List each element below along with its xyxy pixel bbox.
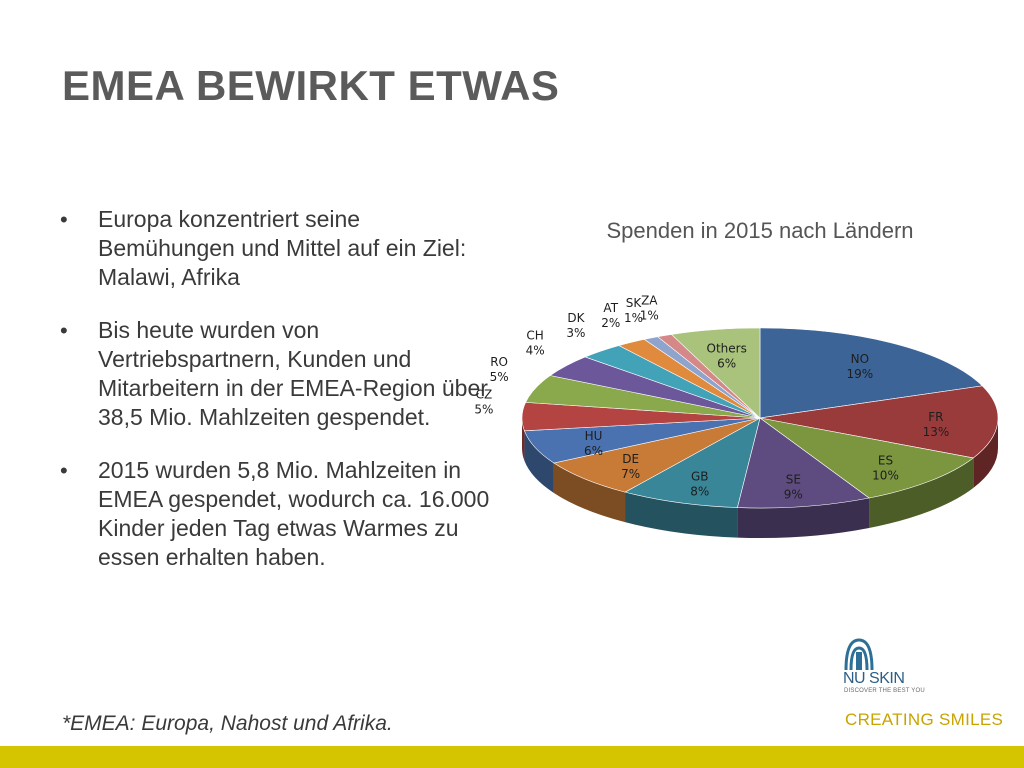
pie-label-de: DE 7%: [621, 452, 640, 481]
slide-title: EMEA BEWIRKT ETWAS: [62, 62, 560, 109]
pie-side-de: [553, 463, 626, 523]
pie-side-cz: [522, 418, 525, 461]
pie-slice-no: [759, 327, 983, 419]
chart-title: Spenden in 2015 nach Ländern: [606, 218, 914, 243]
bullet-text: Europa konzentriert seine Bemühungen und…: [98, 206, 467, 290]
bullet-text: Bis heute wurden von Vertriebspartnern, …: [98, 317, 488, 430]
pie-side-fr: [973, 418, 998, 488]
pie-label-no: NO 19%: [847, 352, 874, 381]
pie-label-others: Others 6%: [707, 342, 747, 371]
pie-side-es: [869, 457, 974, 528]
bullet-item: • 2015 wurden 5,8 Mio. Mahlzeiten in EME…: [60, 456, 500, 572]
pie-slice-fr: [759, 385, 999, 459]
pie-label-dk: DK 3%: [566, 311, 585, 340]
pie-label-gb: GB 8%: [690, 470, 709, 499]
pie-slice-se: [736, 417, 870, 509]
logo-name: NU SKIN: [843, 670, 905, 687]
pie-label-za: ZA 1%: [640, 293, 659, 322]
footnote: *EMEA: Europa, Nahost und Afrika.: [62, 712, 393, 735]
pie-label-ch: CH 4%: [526, 328, 545, 357]
pie-label-es: ES 10%: [872, 454, 899, 483]
pie-labels: NO 19% FR 13% ES 10% SE 9% GB 8% DE 7% HU 6% CZ 5% RO 5% C…: [474, 293, 949, 501]
bullet-item: • Bis heute wurden von Vertriebspartnern…: [60, 316, 500, 432]
bullet-item: • Europa konzentriert seine Bemühungen u…: [60, 205, 500, 292]
bottom-accent-bar: [0, 746, 1024, 768]
pie-label-cz: CZ 5%: [474, 387, 493, 416]
pie-slice-de: [553, 417, 761, 493]
pie-label-sk: SK 1%: [624, 296, 643, 325]
pie-label-hu: HU 6%: [584, 429, 603, 458]
bullet-text: 2015 wurden 5,8 Mio. Mahlzeiten in EMEA …: [98, 457, 490, 570]
pie-label-se: SE 9%: [784, 472, 803, 501]
bullet-icon: •: [60, 458, 68, 483]
logo-tagline: DISCOVER THE BEST YOU: [844, 688, 925, 694]
pie-label-fr: FR 13%: [923, 410, 950, 439]
pie-slice-others: [670, 327, 761, 419]
nu-skin-logo-icon: [844, 638, 874, 671]
pie-side-gb: [625, 492, 738, 538]
pie-label-ro: RO 5%: [490, 355, 509, 384]
pie-slices: [521, 327, 999, 509]
pie-slice-gb: [624, 417, 761, 508]
pie-slice-es: [759, 417, 974, 499]
bullet-list: • Europa konzentriert seine Bemühungen u…: [60, 205, 500, 596]
pie-side-hu: [524, 430, 554, 493]
pie-label-at: AT 2%: [601, 301, 620, 330]
bullet-icon: •: [60, 318, 68, 343]
logo-slogan: CREATING SMILES: [845, 710, 1004, 729]
bullet-icon: •: [60, 207, 68, 232]
